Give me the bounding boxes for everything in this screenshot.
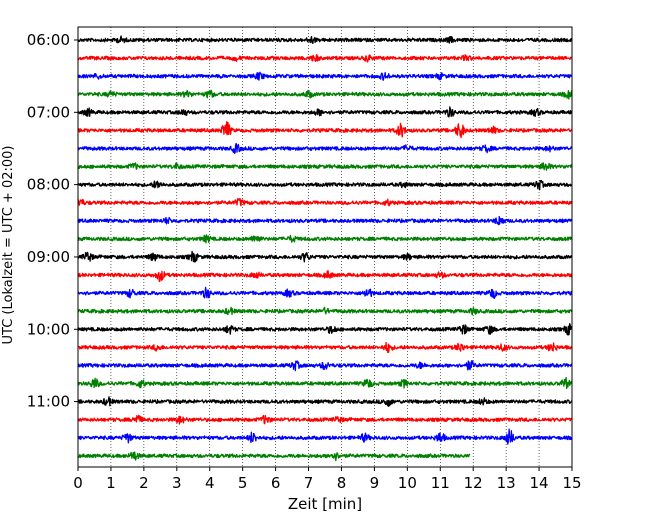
trace-11:00 [77, 396, 573, 408]
y-tick-label: 06:00 [27, 31, 70, 49]
x-axis-ticks: 0 1 2 3 4 5 6 7 8 9 10 11 12 13 14 15 [73, 467, 582, 492]
x-tick-label: 1 [106, 474, 116, 492]
x-tick-label: 12 [464, 474, 483, 492]
x-tick-label: 14 [530, 474, 549, 492]
y-tick-label: 11:00 [27, 393, 70, 411]
y-axis-label: UTC (Lokalzeit = UTC + 02:00) [1, 146, 16, 345]
trace-06:30 [77, 71, 573, 81]
trace-07:45 [77, 162, 573, 171]
x-tick-label: 3 [172, 474, 182, 492]
trace-10:45 [77, 377, 573, 390]
seismogram-traces [77, 35, 573, 462]
y-tick-label: 08:00 [27, 176, 70, 194]
x-tick-label: 15 [562, 474, 581, 492]
trace-09:30 [77, 286, 573, 299]
x-tick-label: 7 [304, 474, 314, 492]
trace-07:30 [77, 142, 573, 155]
x-tick-label: 6 [271, 474, 281, 492]
trace-08:30 [77, 215, 573, 226]
trace-06:15 [77, 54, 573, 63]
trace-08:45 [77, 234, 573, 244]
y-axis-ticks: 06:00 07:00 08:00 09:00 10:00 11:00 [27, 31, 78, 411]
trace-10:00 [77, 323, 573, 336]
y-tick-label: 09:00 [27, 248, 70, 266]
vertical-gridlines [110, 27, 540, 467]
trace-10:15 [77, 341, 573, 354]
y-tick-label: 07:00 [27, 103, 70, 121]
x-tick-label: 8 [337, 474, 347, 492]
plot-frame [77, 26, 573, 468]
trace-06:00 [77, 35, 573, 45]
x-tick-label: 10 [398, 474, 417, 492]
trace-08:00 [77, 179, 573, 191]
trace-09:00 [77, 250, 573, 263]
trace-11:15 [77, 414, 573, 425]
trace-09:15 [77, 270, 573, 283]
trace-07:15 [77, 121, 573, 139]
trace-08:15 [77, 197, 573, 207]
x-axis-label: Zeit [min] [288, 495, 362, 513]
trace-06:45 [77, 89, 573, 100]
trace-09:45 [77, 306, 573, 316]
trace-07:00 [77, 106, 573, 118]
x-tick-label: 0 [73, 474, 83, 492]
x-tick-label: 11 [431, 474, 450, 492]
x-tick-label: 4 [205, 474, 215, 492]
x-tick-label: 9 [370, 474, 380, 492]
x-tick-label: 2 [139, 474, 149, 492]
x-tick-label: 5 [238, 474, 248, 492]
x-tick-label: 13 [497, 474, 516, 492]
y-tick-label: 10:00 [27, 320, 70, 338]
trace-10:30 [77, 359, 573, 372]
trace-11:45 [77, 451, 471, 462]
trace-11:30 [77, 428, 573, 445]
